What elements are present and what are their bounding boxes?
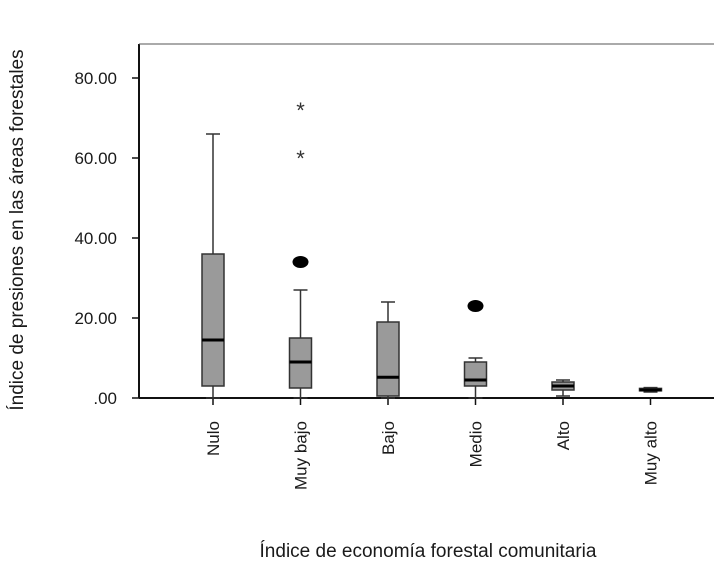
axes: [138, 43, 714, 399]
y-tick-label: .00: [93, 389, 117, 408]
y-tick-label: 60.00: [74, 149, 117, 168]
x-axis-title: Índice de economía forestal comunitaria: [260, 541, 597, 562]
box-muy-bajo: **: [288, 98, 313, 399]
extreme-point: *: [296, 146, 305, 171]
y-axis-ticks: .00 20.00 40.00 60.00 80.00: [74, 69, 139, 408]
x-tick-label: Nulo: [204, 421, 223, 456]
y-tick-label: 80.00: [74, 69, 117, 88]
box-medio: [463, 300, 488, 399]
outlier-point: [292, 256, 309, 268]
box-muy-alto: [638, 386, 663, 393]
box-iqr: [376, 321, 400, 397]
x-tick-label: Medio: [467, 421, 486, 467]
extreme-point: *: [296, 98, 305, 123]
box-iqr: [201, 253, 225, 387]
x-axis-ticks: Nulo Muy bajo Bajo Medio Alto Muy alto: [204, 398, 661, 490]
x-tick-label: Bajo: [379, 421, 398, 455]
box-nulo: [201, 133, 225, 399]
box-series: **: [201, 98, 663, 399]
x-tick-label: Muy alto: [642, 421, 661, 485]
y-axis-title: Índice de presiones en las áreas foresta…: [7, 49, 28, 410]
x-tick-label: Alto: [554, 421, 573, 450]
y-tick-label: 40.00: [74, 229, 117, 248]
box-iqr: [463, 361, 488, 387]
y-tick-label: 20.00: [74, 309, 117, 328]
box-alto: [551, 379, 575, 397]
outlier-point: [467, 300, 484, 312]
x-tick-label: Muy bajo: [292, 421, 311, 490]
box-bajo: [376, 301, 400, 399]
